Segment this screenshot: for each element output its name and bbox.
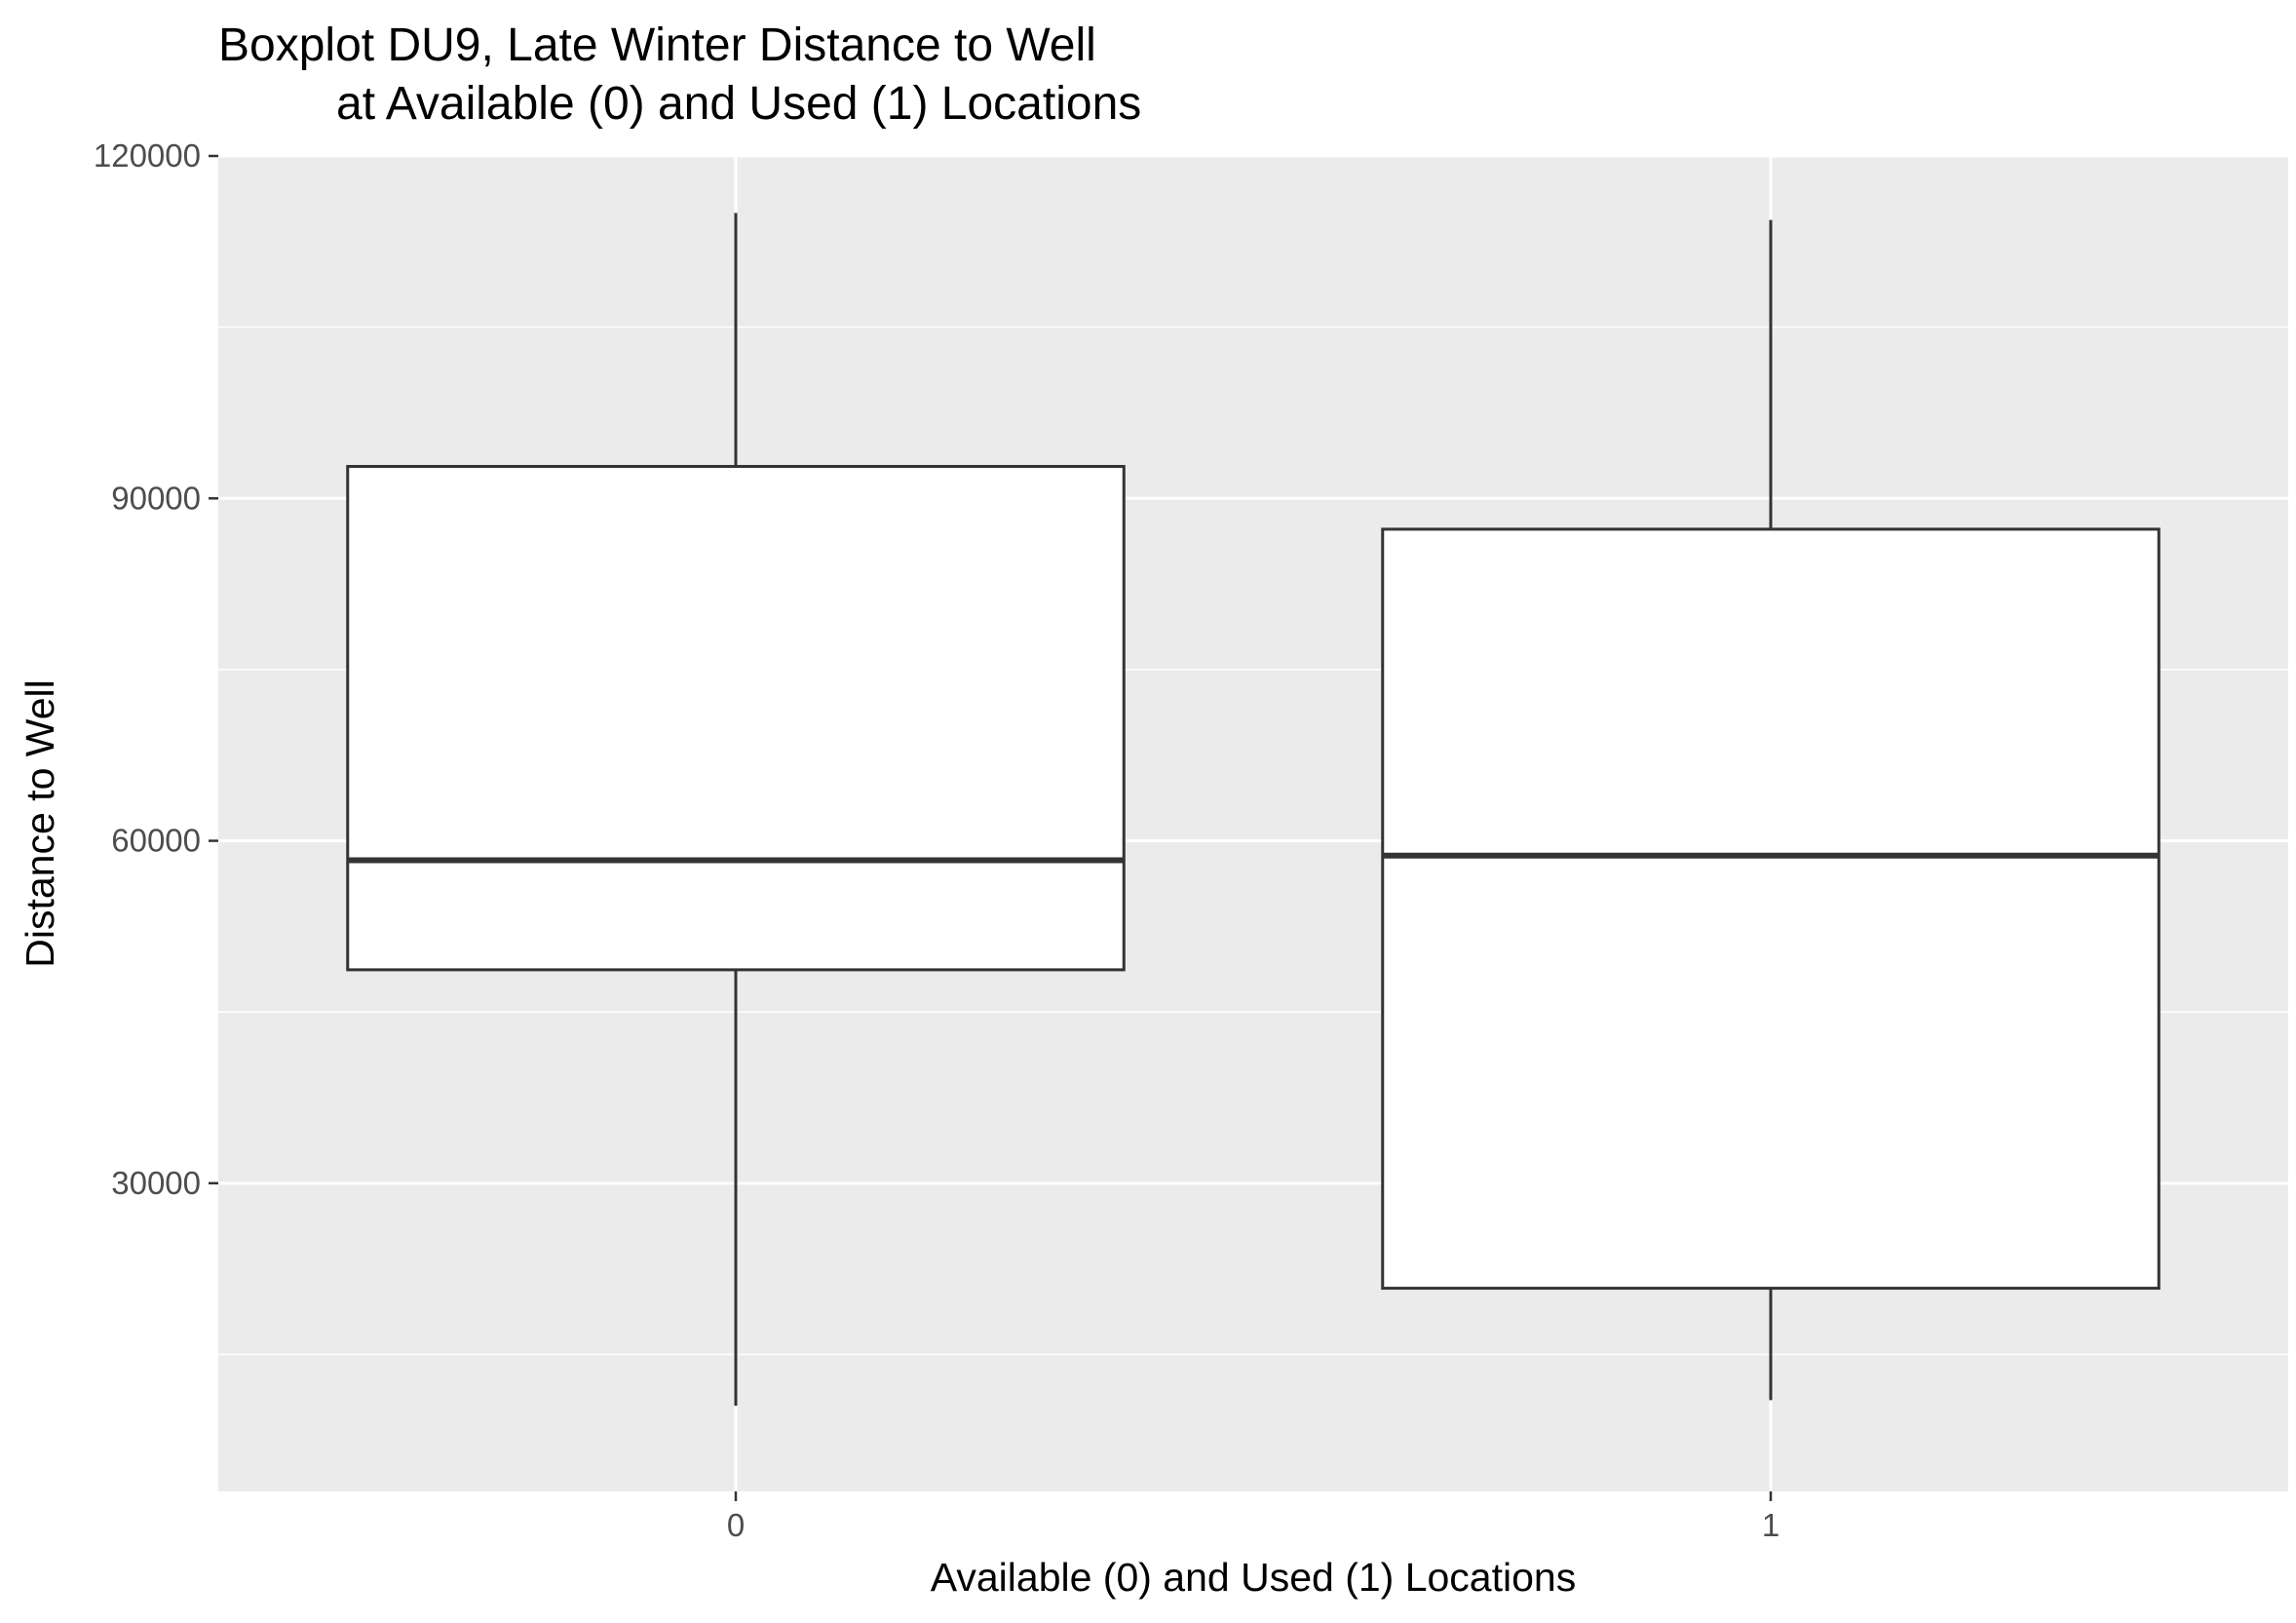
box-iqr xyxy=(346,464,1126,972)
x-tick-label: 1 xyxy=(1762,1507,1779,1543)
y-tick-label: 60000 xyxy=(111,823,201,859)
chart-title-line1: Boxplot DU9, Late Winter Distance to Wel… xyxy=(218,19,1096,71)
chart-title-line2: at Available (0) and Used (1) Locations xyxy=(336,78,1141,130)
y-axis: 30000 60000 90000 120000 xyxy=(94,137,218,1201)
y-axis-title: Distance to Well xyxy=(18,679,62,967)
y-tick-label: 30000 xyxy=(111,1165,201,1201)
y-tick-label: 120000 xyxy=(94,137,201,174)
x-axis-title: Available (0) and Used (1) Locations xyxy=(931,1555,1576,1600)
y-tick-label: 90000 xyxy=(111,480,201,516)
x-tick-label: 0 xyxy=(727,1507,745,1543)
box-iqr xyxy=(1381,527,2161,1291)
box-group xyxy=(346,213,2161,1407)
